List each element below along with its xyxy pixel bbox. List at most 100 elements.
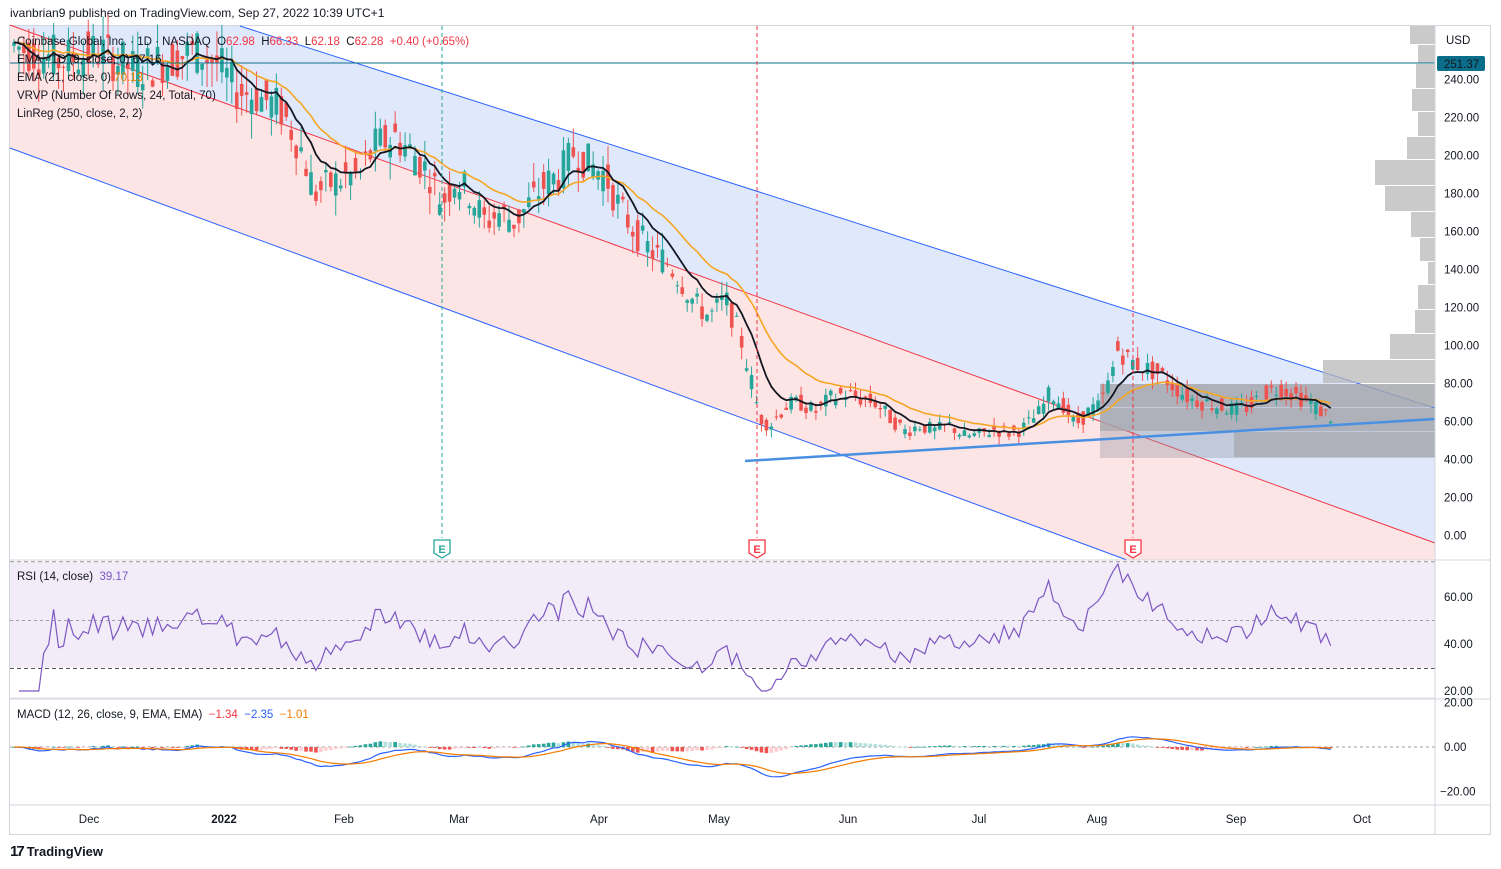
candle-body [754,402,759,404]
price-tick-label: 160.00 [1444,227,1479,239]
macd-hist-value: −1.34 [208,709,238,721]
macd-histogram-bar [531,744,536,747]
chart-frame[interactable] [9,25,1491,835]
macd-histogram-bar [734,746,739,748]
macd-histogram-bar [116,747,120,748]
macd-histogram-bar [244,747,249,750]
candle-body [1170,382,1175,390]
ema21-legend[interactable]: EMA (21, close, 0) 70.13 [17,71,143,85]
candle-body [601,170,605,192]
candle-body [522,209,526,213]
candle-body [551,173,556,185]
candle-body [690,298,694,304]
macd-histogram-bar [333,747,338,750]
candle-body [76,69,81,74]
candle-body [1249,397,1254,408]
candle-body [626,214,630,228]
macd-histogram-bar [784,747,788,750]
macd-histogram-bar [1264,746,1269,748]
macd-histogram-bar [373,742,378,747]
macd-histogram-bar [76,747,81,748]
candle-body [121,41,125,75]
macd-histogram-bar [878,744,883,747]
vrvp-row [1390,334,1435,359]
candle-body [324,170,328,173]
macd-histogram-bar [1022,745,1026,747]
candle-body [1160,367,1165,372]
candle-body [774,416,779,418]
candle-body [1244,404,1249,412]
macd-histogram-bar [665,747,670,752]
macd-histogram-bar [1056,744,1061,747]
change-value: +0.40 (+0.65%) [389,36,470,48]
vrvp-legend[interactable]: VRVP (Number Of Rows, 24, Total, 70) [17,89,216,103]
candle-body [259,96,264,112]
macd-legend[interactable]: MACD (12, 26, close, 9, EMA, EMA) −1.34 … [17,708,309,722]
candle-body [670,273,675,277]
macd-pane [10,736,1435,778]
candle-body [611,185,615,211]
candle-body [185,41,190,56]
candle-body [482,207,487,215]
candle-body [705,314,709,321]
macd-histogram-bar [1165,747,1170,749]
candle-body [1111,366,1115,376]
vrvp-row [1411,212,1435,237]
candle-body [665,263,670,265]
candle-body [418,157,422,178]
macd-histogram-bar [319,747,323,753]
linreg-legend[interactable]: LinReg (250, close, 2, 2) [17,107,142,121]
tradingview-logo[interactable]: 17 TradingView [10,843,103,860]
macd-histogram-bar [145,747,150,748]
candle-body [561,150,566,189]
macd-histogram-bar [155,747,160,748]
low-label: L [304,36,312,48]
candle-body [457,191,462,200]
macd-histogram-bar [645,747,650,752]
candle-body [423,161,427,171]
volume-profile [1100,26,1435,458]
macd-histogram-bar [1259,746,1264,748]
ema9-legend[interactable]: EMA · 1D (9, close, 0) 67.16 [17,53,161,67]
macd-histogram-bar [967,746,972,747]
ema21-label: EMA (21, close, 0) [17,72,111,84]
rsi-label: RSI (14, close) [17,571,94,583]
macd-tick-label: 20.00 [1444,697,1473,709]
macd-histogram-bar [576,742,581,747]
macd-histogram-bar [858,743,863,747]
candle-body [556,180,561,192]
candle-body [333,173,338,196]
candle-body [234,92,239,109]
candle-body [1309,400,1313,404]
macd-histogram-bar [408,743,412,747]
candle-body [591,164,595,178]
candle-body [170,44,175,76]
candle-body [833,399,838,406]
candle-body [1051,401,1056,404]
macd-histogram-bar [685,747,689,752]
macd-histogram-bar [843,742,848,747]
candle-body [1200,402,1204,411]
candle-body [581,152,586,178]
candle-body [710,310,714,312]
candle-body [437,204,442,215]
price-tick-label: 80.00 [1444,379,1473,391]
macd-histogram-bar [799,745,803,747]
channel-lower-fill [10,25,1435,560]
macd-histogram-bar [729,746,734,748]
macd-histogram-bar [883,744,887,747]
candle-body [1220,398,1224,411]
candle-body [180,56,185,60]
rsi-legend[interactable]: RSI (14, close) 39.17 [17,570,128,584]
macd-histogram-bar [517,747,521,748]
symbol-legend[interactable]: Coinbase Global, Inc. · 1D · NASDAQ O62.… [17,36,470,48]
time-tick-label: Apr [590,814,608,826]
macd-histogram-bar [561,742,566,747]
candle-body [1116,341,1120,351]
macd-histogram-bar [566,741,571,747]
macd-histogram-bar [507,747,511,748]
candle-body [348,173,353,186]
candle-body [319,181,323,191]
